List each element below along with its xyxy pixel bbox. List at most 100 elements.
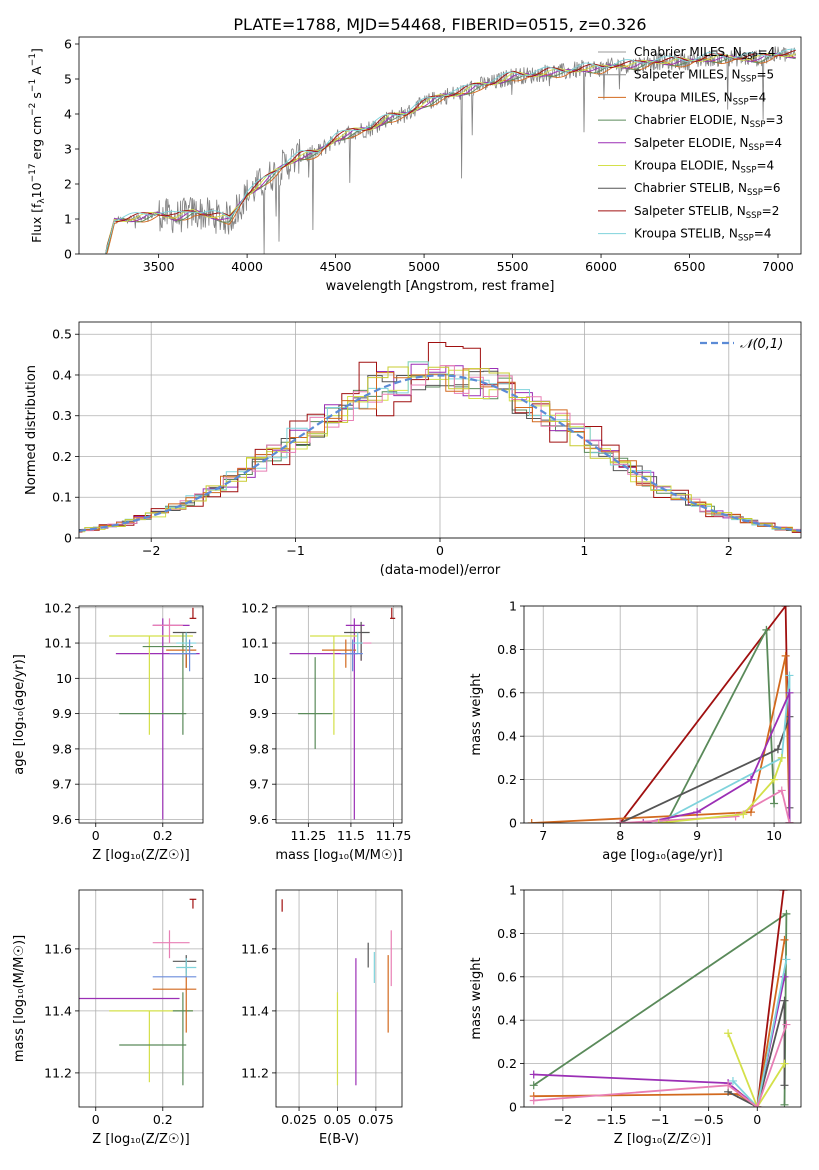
y-tick-label: 0.2 [52,449,72,464]
mass-weight-line [531,655,791,823]
axis-ticks: 0.025 0.05 0.075 11.2 11.4 11.6 [241,941,394,1127]
age-vs-mass-panel: 11.25 11.5 11.75 9.6 9.7 9.8 9.9 10 10.1 10.2 mass… [241,600,411,863]
y-tick-label: 4 [64,107,72,122]
mass-weight-marker [785,688,794,697]
x-tick-label: 11.75 [376,828,412,843]
mass-vs-Z-panel: 0 0.2 11.2 11.4 11.6 Z [log₁₀(Z/Z☉)] mass [log… [12,889,204,1147]
plot-area [105,46,797,254]
spectrum-panel: 3500 4000 4500 5000 5500 6000 6500 7000 0 1 2 3 4 5 6 w… [28,37,802,294]
y-tick-label: 9.7 [249,777,269,792]
axes-frame [78,321,802,539]
mass-weight-marker [753,1103,762,1107]
axis-ticks: −2 −1 0 1 2 0 0.1 0.2 0.3 0.4 0.5 [52,327,733,558]
y-tick-label: 0.2 [497,1056,517,1071]
legend-name: Chabrier MILES, N [634,45,742,59]
x-tick-label: −2 [554,1112,572,1127]
axis-ticks: 3500 4000 4500 5000 5500 6000 6500 7000 0 1 2 3 4 5 6 [64,37,794,275]
legend-value: =4 [756,159,774,173]
residuals-panel: −2 −1 0 1 2 0 0.1 0.2 0.3 0.4 0.5 (data-model)/erro… [24,321,802,578]
x-tick-label: −2 [142,543,160,558]
legend-value: =6 [763,181,781,195]
axes-frame [275,605,403,824]
error-bar-point [152,930,190,959]
x-tick-label: 8 [616,828,624,843]
x-tick-label: 6000 [585,259,617,274]
mass-weight-marker [529,1070,538,1079]
axes-frame [523,605,802,824]
y-tick-label: 0.8 [497,926,517,941]
y-tick-label: 1 [509,599,517,614]
error-bar-point [298,657,333,749]
mass-weight-marker [773,745,782,754]
y-axis-label-part: erg cm [29,116,44,164]
legend-value: =5 [756,68,774,82]
y-tick-label: 10 [56,671,72,686]
legend-name: Kroupa MILES, N [634,90,733,104]
y-tick-label: 0.6 [497,969,517,984]
plot-area [79,898,197,1086]
legend-sub: SSP [733,97,749,107]
mass-weight-marker [785,671,794,680]
model-spectrum-line [105,52,796,254]
legend-entry: 𝒩(0,1) [740,337,783,352]
y-tick-label: 6 [64,37,72,52]
massweight-vs-age-panel: 7 8 9 10 0 0.2 0.4 0.6 0.8 1 age [log₁₀(age/yr)] ma… [469,599,802,863]
y-tick-label: 9.9 [52,706,72,721]
legend-name: Chabrier STELIB, N [634,181,747,195]
y-tick-label: 0.4 [497,1013,517,1028]
legend-name: Kroupa STELIB, N [634,227,738,241]
x-tick-label: 4500 [320,259,352,274]
mass-weight-marker [739,810,748,819]
y-tick-label: 9.6 [52,812,72,827]
legend-sub: SSP [741,166,757,176]
model-spectrum-line [105,52,796,254]
x-tick-label: 9 [693,828,701,843]
mass-weight-marker [728,1076,737,1085]
mass-weight-marker [780,935,789,944]
mass-weight-line [658,757,783,823]
y-tick-label: 0.4 [497,729,517,744]
mass-weight-line [643,692,791,823]
error-bar-point [176,958,197,977]
mass-weight-line [533,1024,788,1107]
legend-sub: SSP [741,75,757,85]
y-tick-label: 0 [64,247,72,262]
legend-entry: Chabrier ELODIE, NSSP=3 [634,113,783,130]
y-axis-label-part: −1 [28,53,38,66]
error-bar-point [352,632,363,654]
legend-entry: Salpeter STELIB, NSSP=2 [634,204,779,221]
legend-value: =2 [762,204,780,218]
axes-frame [78,605,204,824]
mass-weight-marker [654,819,663,823]
mass-weight-marker [639,819,648,823]
y-axis-label-part: Flux [f [29,203,44,243]
error-bar-point [390,607,396,619]
grid-lines [276,606,402,823]
y-tick-label: 11.2 [44,1065,72,1080]
grid-lines [524,605,801,824]
mass-weight-marker [777,786,786,795]
mass-weight-marker [785,819,794,823]
x-axis-label: E(B-V) [319,1132,359,1147]
mass-weight-marker [693,808,702,817]
y-axis-label: Flux [fλ10−17 erg cm−2 s−1 A−1] [28,48,47,243]
axis-ticks: 0 0.2 11.2 11.4 11.6 [44,941,173,1127]
massweight-vs-Z-panel: −2 −1.5 −1 −0.5 0 0 0.2 0.4 0.6 0.8 1 Z [log₁₀(Z/Z☉… [469,883,802,1147]
mass-weight-line [620,789,791,823]
y-tick-label: 2 [64,177,72,192]
x-tick-label: 3500 [143,259,175,274]
x-tick-label: 10 [766,828,782,843]
error-bar-point [344,621,370,661]
gaussian-curve [79,374,801,532]
error-bar-point [310,635,358,735]
x-axis-label: (data-model)/error [380,563,501,578]
y-tick-label: 0.3 [52,408,72,423]
y-tick-label: 11.6 [44,941,72,956]
residual-histogram [79,366,801,532]
residual-histogram [79,370,801,533]
legend-sub: SSP [738,234,754,244]
mass-weight-marker [782,1020,791,1029]
y-tick-label: 11.2 [241,1065,269,1080]
